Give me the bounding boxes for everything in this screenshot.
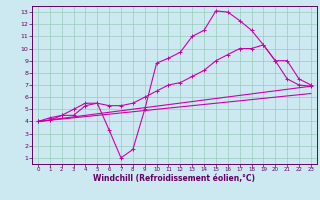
X-axis label: Windchill (Refroidissement éolien,°C): Windchill (Refroidissement éolien,°C) — [93, 174, 255, 183]
